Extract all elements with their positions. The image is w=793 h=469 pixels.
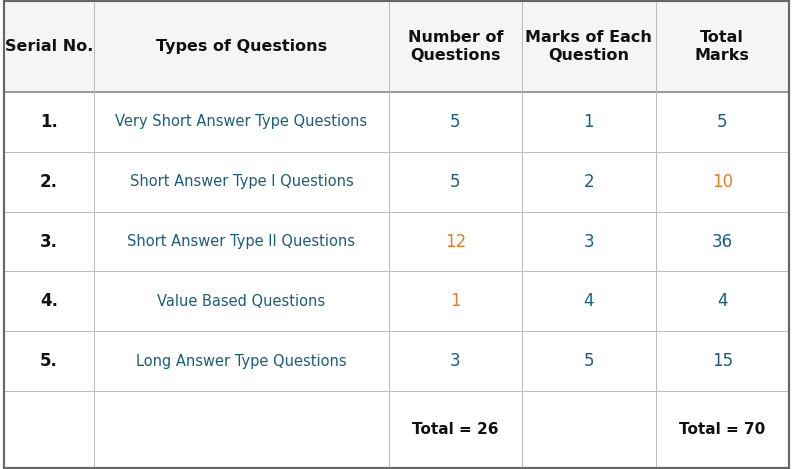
Text: Short Answer Type II Questions: Short Answer Type II Questions [128,234,355,249]
Text: 4.: 4. [40,292,58,310]
Text: 1.: 1. [40,113,58,131]
Text: 3: 3 [584,233,594,250]
Text: Total = 26: Total = 26 [412,422,499,437]
Text: 2.: 2. [40,173,58,191]
Text: 10: 10 [712,173,733,191]
Text: 4: 4 [717,292,727,310]
Text: 5.: 5. [40,352,58,370]
Text: Serial No.: Serial No. [5,39,94,54]
Text: 4: 4 [584,292,594,310]
Text: 36: 36 [712,233,733,250]
Text: 12: 12 [445,233,466,250]
Text: Types of Questions: Types of Questions [156,39,327,54]
Text: 2: 2 [584,173,594,191]
Text: Number of
Questions: Number of Questions [408,30,503,63]
Text: Very Short Answer Type Questions: Very Short Answer Type Questions [116,114,367,129]
Text: 1: 1 [584,113,594,131]
Text: 3: 3 [450,352,461,370]
Text: 3.: 3. [40,233,58,250]
Bar [4,1,789,92]
Text: 15: 15 [712,352,733,370]
Text: 5: 5 [717,113,727,131]
Text: Total = 70: Total = 70 [679,422,765,437]
Text: Value Based Questions: Value Based Questions [157,294,325,309]
Text: 5: 5 [450,173,461,191]
Text: Total
Marks: Total Marks [695,30,749,63]
Text: Short Answer Type I Questions: Short Answer Type I Questions [129,174,354,189]
Text: Long Answer Type Questions: Long Answer Type Questions [136,354,347,369]
Text: 1: 1 [450,292,461,310]
Text: 5: 5 [450,113,461,131]
Text: Marks of Each
Question: Marks of Each Question [526,30,653,63]
Text: 5: 5 [584,352,594,370]
